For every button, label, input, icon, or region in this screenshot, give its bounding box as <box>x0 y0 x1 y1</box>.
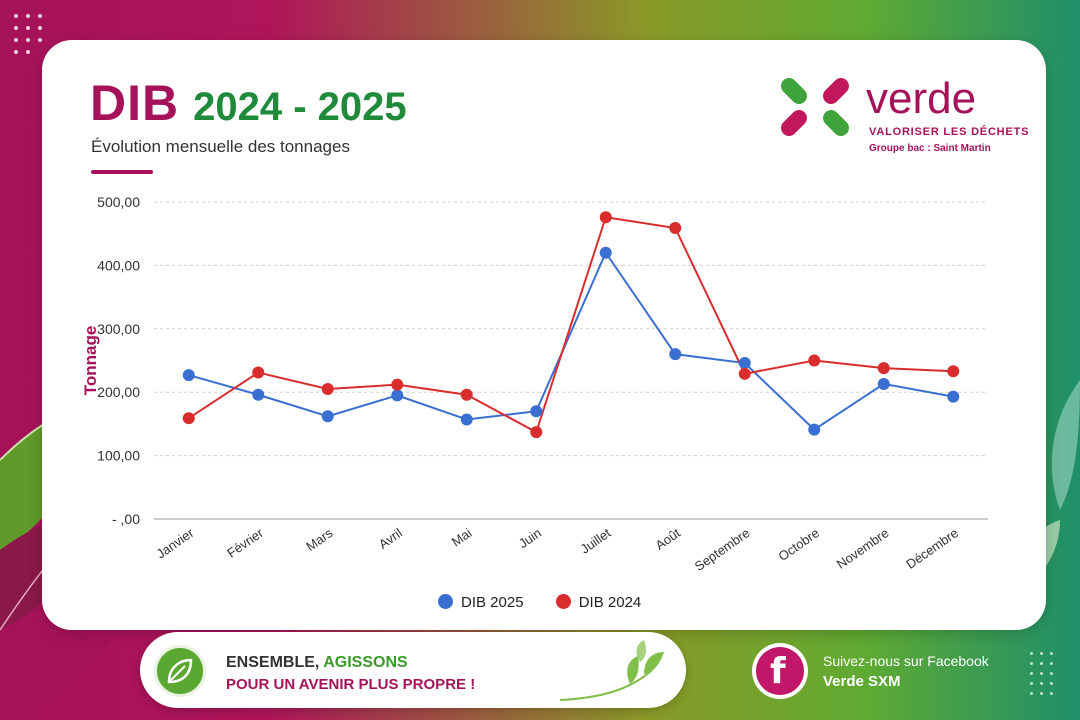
legend-label-dib-2024: DIB 2024 <box>578 594 642 611</box>
page-subtitle: Évolution mensuelle des tonnages <box>91 137 350 156</box>
y-tick-label: 300,00 <box>97 321 140 337</box>
decorative-dots <box>14 14 54 64</box>
facebook-button[interactable]: f <box>752 643 808 699</box>
legend-item-dib-2025: DIB 2025 <box>438 594 524 611</box>
y-axis-title: Tonnage <box>81 326 100 396</box>
slogan-part-1: ENSEMBLE, <box>226 654 324 671</box>
decorative-dots-bottom <box>1030 652 1070 712</box>
series-line-dib-2025 <box>188 250 954 431</box>
data-point-dib-2024 <box>947 365 960 378</box>
data-point-dib-2024 <box>877 362 890 375</box>
data-point-dib-2025 <box>391 389 404 402</box>
data-point-dib-2025 <box>808 423 821 436</box>
data-point-dib-2025 <box>182 369 195 382</box>
y-tick-label: - ,00 <box>112 511 140 527</box>
data-point-dib-2024 <box>391 378 404 391</box>
facebook-icon: f <box>756 647 804 695</box>
title-dib: DIB <box>90 75 180 131</box>
data-point-dib-2025 <box>877 377 890 390</box>
facebook-page-name[interactable]: Verde SXM <box>823 673 901 690</box>
data-point-dib-2024 <box>738 367 751 380</box>
data-point-dib-2024 <box>530 426 543 439</box>
sprout-decoration-icon <box>560 640 664 701</box>
verde-logo: verde VALORISER LES DÉCHETS Groupe bac :… <box>780 72 1028 162</box>
x-tick-label: Novembre <box>834 525 892 572</box>
y-tick-label: 100,00 <box>97 448 140 464</box>
y-tick-label: 500,00 <box>97 194 140 210</box>
chart-card <box>42 40 1046 630</box>
x-tick-label: Septembre <box>692 525 753 574</box>
line-chart: - ,00 100,00 200,00 300,00 400,00 500,00 Tonna… <box>81 194 988 574</box>
legend-label-dib-2025: DIB 2025 <box>461 594 524 611</box>
legend-item-dib-2024: DIB 2024 <box>555 594 642 611</box>
y-tick-label: 400,00 <box>97 257 140 273</box>
title-underline <box>91 170 153 174</box>
verde-x-logo-icon <box>781 78 849 136</box>
data-point-dib-2025 <box>669 348 682 361</box>
page-title: DIB 2024 - 2025 <box>90 74 407 132</box>
x-tick-label: Février <box>224 525 266 561</box>
x-tick-label: Mai <box>449 525 475 549</box>
data-point-dib-2024 <box>669 221 682 234</box>
data-point-dib-2025 <box>738 357 751 370</box>
brand-tagline: VALORISER LES DÉCHETS <box>869 126 1030 138</box>
brand-name: verde <box>866 74 977 123</box>
series-line-dib-2024 <box>188 216 954 434</box>
data-point-dib-2024 <box>182 412 195 425</box>
legend-marker-dib-2025 <box>438 594 453 609</box>
x-tick-label: Octobre <box>775 525 821 564</box>
slogan-line-2: POUR UN AVENIR PLUS PROPRE ! <box>226 676 476 693</box>
data-point-dib-2025 <box>530 405 543 418</box>
data-point-dib-2024 <box>808 354 821 367</box>
data-point-dib-2024 <box>599 211 612 224</box>
x-tick-label: Juillet <box>578 525 614 557</box>
x-tick-label: Juin <box>516 525 544 551</box>
facebook-label: Suivez-nous sur Facebook <box>823 653 989 669</box>
x-tick-label: Mars <box>303 525 336 554</box>
data-point-dib-2025 <box>460 413 473 426</box>
y-tick-label: 200,00 <box>97 384 140 400</box>
data-point-dib-2024 <box>460 388 473 401</box>
slogan-part-1-green: AGISSONS <box>323 654 408 671</box>
brand-subline: Groupe bac : Saint Martin <box>869 143 991 154</box>
chart-legend: DIB 2025 DIB 2024 <box>438 594 669 611</box>
x-tick-label: Avril <box>376 525 405 552</box>
data-point-dib-2025 <box>947 390 960 403</box>
data-point-dib-2025 <box>599 246 612 259</box>
slogan-line-1: ENSEMBLE, AGISSONS <box>226 654 408 672</box>
legend-marker-dib-2024 <box>555 594 571 609</box>
data-point-dib-2025 <box>321 410 334 423</box>
x-tick-label: Janvier <box>154 525 197 562</box>
data-point-dib-2025 <box>252 388 265 401</box>
data-point-dib-2024 <box>252 366 265 379</box>
data-point-dib-2024 <box>321 383 334 396</box>
x-tick-label: Décembre <box>903 525 961 572</box>
title-years: 2024 - 2025 <box>193 85 407 129</box>
leaf-icon <box>154 645 206 697</box>
x-tick-label: Août <box>652 525 683 553</box>
slogan-banner: ENSEMBLE, AGISSONS POUR UN AVENIR PLUS P… <box>140 632 686 708</box>
